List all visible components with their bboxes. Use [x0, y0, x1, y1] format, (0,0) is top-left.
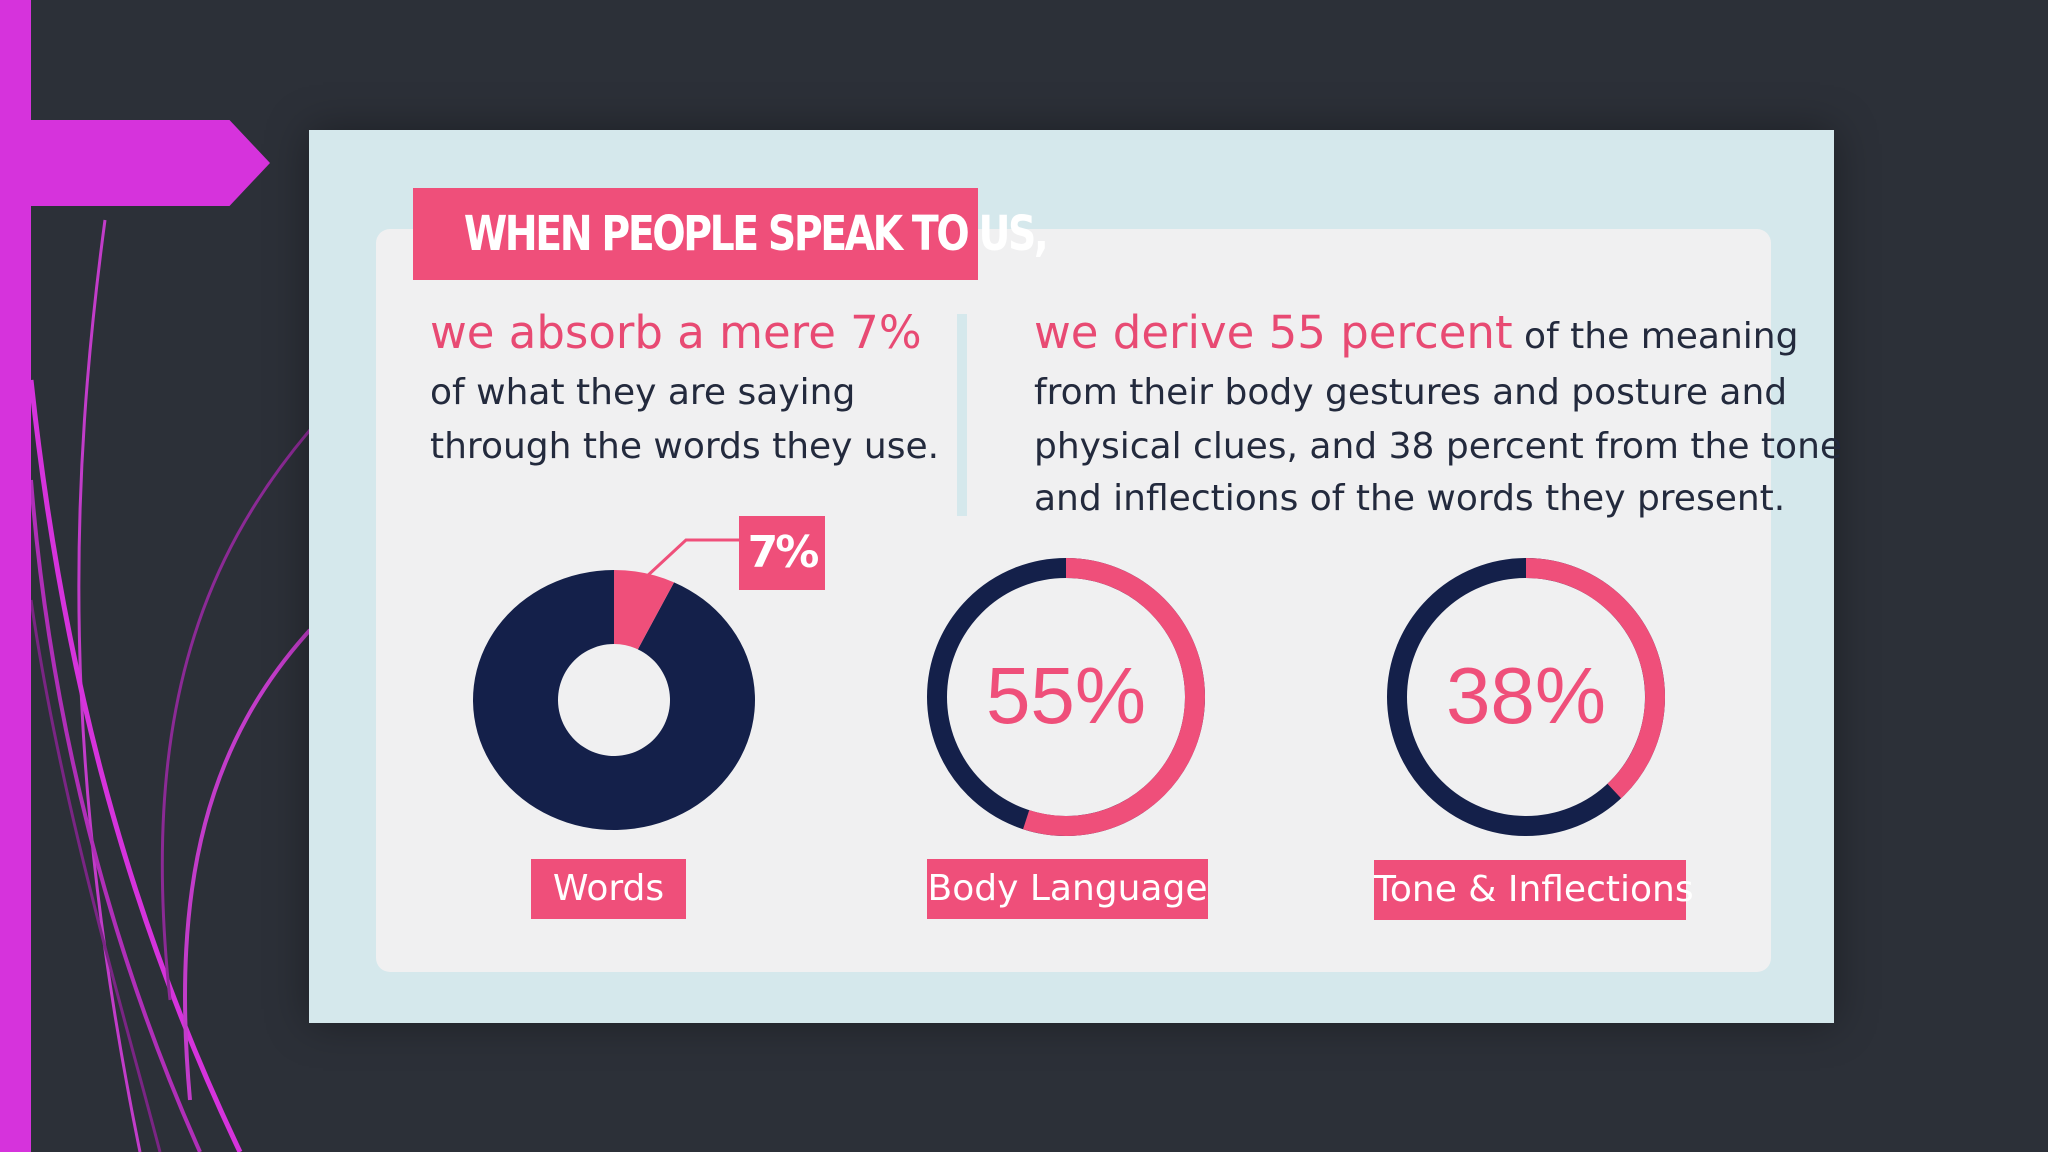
- right-highlight: we derive 55 percent: [1034, 306, 1513, 359]
- column-divider: [957, 314, 967, 516]
- left-highlight: we absorb a mere 7%: [430, 306, 922, 359]
- right-line-2: from their body gestures and posture and: [1034, 372, 1788, 413]
- body-language-ring-value: [1023, 558, 1205, 836]
- body-language-ring-chart: 55%: [927, 558, 1205, 836]
- right-line-1-rest: of the meaning: [1512, 316, 1799, 357]
- words-label: Words: [531, 859, 686, 919]
- right-line-1: we derive 55 percent of the meaning: [1034, 306, 1798, 359]
- tone-ring-chart: 38%: [1387, 558, 1665, 836]
- right-line-4: and inflections of the words they presen…: [1034, 478, 1786, 519]
- right-line-3: physical clues, and 38 percent from the …: [1034, 426, 1843, 467]
- body-language-center-value: 55%: [986, 651, 1146, 740]
- words-slice-value: [614, 570, 675, 650]
- words-donut-chart: [472, 538, 755, 830]
- tone-center-value: 38%: [1446, 651, 1606, 740]
- body-language-label: Body Language: [927, 859, 1208, 919]
- heading-banner: [413, 188, 978, 280]
- tone-ring-value: [1525, 558, 1665, 799]
- arrow-tab: [0, 120, 270, 206]
- words-slice-rest: [472, 570, 755, 830]
- left-line-1: of what they are saying: [430, 372, 856, 413]
- decorative-swooshes: [28, 219, 312, 1152]
- words-callout: 7%: [739, 516, 825, 590]
- left-line-2: through the words they use.: [430, 426, 940, 467]
- callout-leader-line: [643, 538, 741, 580]
- tone-label: Tone & Inflections: [1374, 860, 1694, 920]
